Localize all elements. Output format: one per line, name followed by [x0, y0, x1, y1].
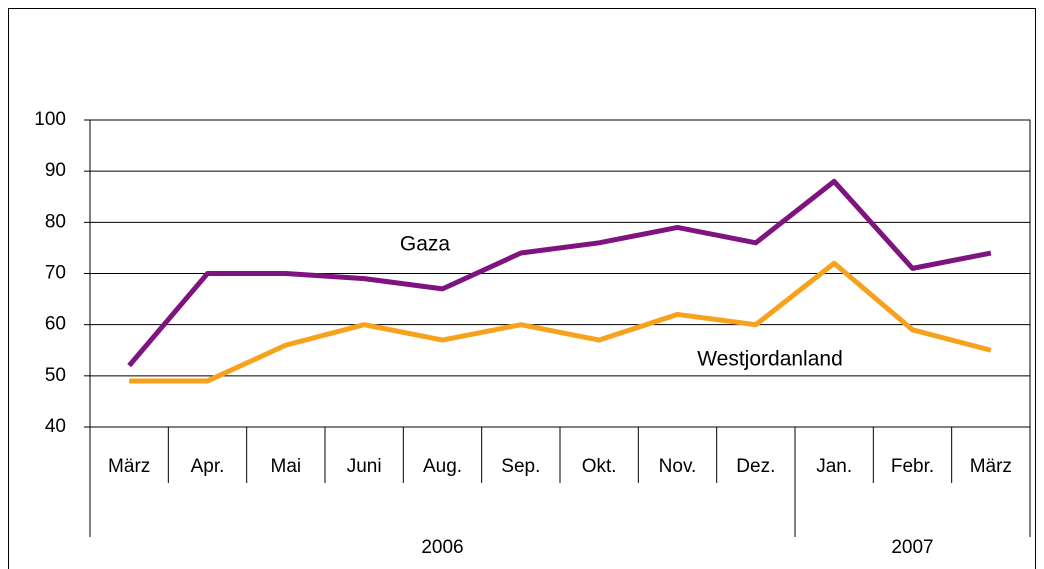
y-tick-label: 60: [45, 314, 66, 335]
series-line: [129, 260, 992, 384]
series-label: Westjordanland: [697, 348, 843, 371]
x-tick-label: Mai: [271, 456, 302, 477]
series-line: [127, 178, 992, 368]
x-tick-label: Dez.: [736, 456, 775, 477]
y-tick-label: 90: [45, 160, 66, 181]
chart-frame: [8, 8, 1036, 569]
y-tick-label: 80: [45, 211, 66, 232]
year-label: 2007: [891, 537, 933, 558]
y-tick-label: 50: [45, 365, 66, 386]
series-label: Gaza: [400, 233, 451, 256]
y-tick-label: 40: [45, 416, 66, 437]
x-tick-label: Jan.: [816, 456, 852, 477]
x-tick-label: Nov.: [659, 456, 697, 477]
x-tick-label: Okt.: [582, 456, 617, 477]
y-tick-label: 100: [34, 109, 66, 130]
y-tick-label: 70: [45, 263, 66, 284]
year-label: 2006: [421, 537, 463, 558]
x-tick-label: Sep.: [501, 456, 540, 477]
x-tick-label: Juni: [347, 456, 382, 477]
x-tick-label: Apr.: [191, 456, 225, 477]
x-tick-label: Aug.: [423, 456, 462, 477]
x-tick-label: März: [108, 456, 150, 477]
x-tick-label: März: [970, 456, 1012, 477]
x-tick-label: Febr.: [891, 456, 934, 477]
